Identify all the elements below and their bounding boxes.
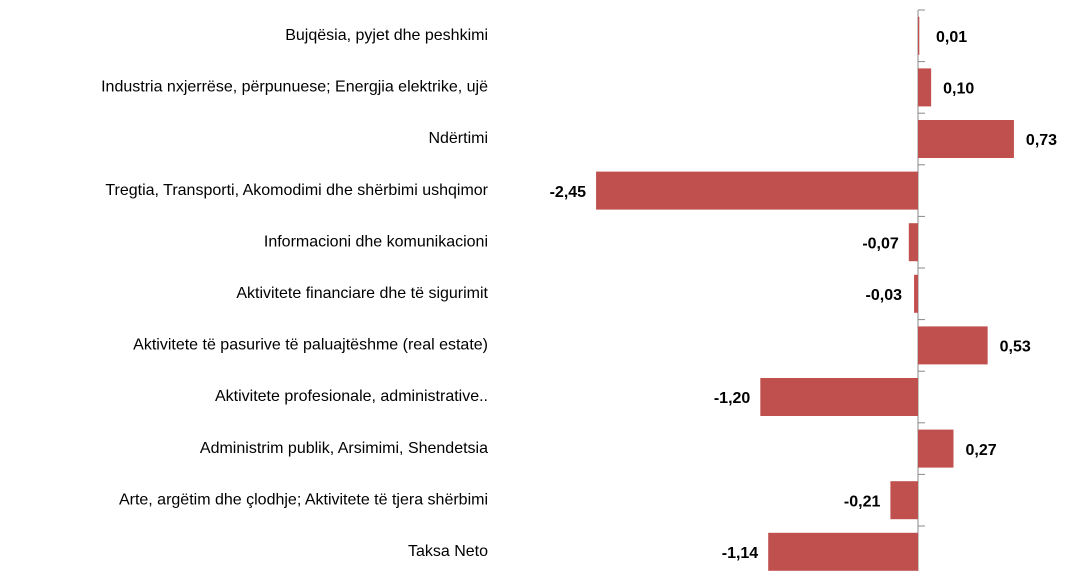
bar (914, 274, 918, 313)
value-label: -0,21 (844, 493, 881, 510)
category-label: Aktivitete të pasurive të paluajtëshme (… (133, 337, 488, 354)
bar (908, 223, 918, 262)
bar (596, 171, 918, 210)
category-label: Ndërtimi (428, 130, 488, 147)
category-label: Administrim publik, Arsimimi, Shendetsia (200, 440, 488, 457)
bar (760, 378, 918, 416)
value-label: -2,45 (550, 184, 587, 201)
category-label: Aktivitete financiare dhe të sigurimit (236, 285, 488, 302)
bar (918, 120, 1014, 158)
bar (918, 326, 988, 365)
bar (918, 429, 954, 468)
category-label: Industria nxjerrëse, përpunuese; Energji… (101, 79, 488, 96)
bar (918, 68, 932, 107)
category-label: Informacioni dhe komunikacioni (264, 233, 488, 250)
value-label: -1,14 (722, 545, 759, 562)
value-label: -0,03 (866, 287, 903, 304)
value-label: 0,73 (1026, 132, 1057, 149)
category-label: Bujqësia, pyjet dhe peshkimi (285, 27, 488, 44)
category-label: Aktivitete profesionale, administrative.… (215, 388, 488, 405)
bar (768, 532, 918, 571)
value-label: 0,01 (936, 29, 967, 46)
value-label: 0,27 (965, 442, 996, 459)
category-label: Arte, argëtim dhe çlodhje; Aktivitete të… (119, 491, 488, 508)
bar (890, 481, 918, 520)
value-label: -0,07 (862, 235, 899, 252)
value-label: -1,20 (714, 390, 751, 407)
category-label: Taksa Neto (408, 543, 488, 560)
category-label: Tregtia, Transporti, Akomodimi dhe shërb… (105, 182, 488, 199)
value-label: 0,53 (1000, 339, 1031, 356)
bar (918, 16, 920, 55)
value-label: 0,10 (943, 81, 974, 98)
